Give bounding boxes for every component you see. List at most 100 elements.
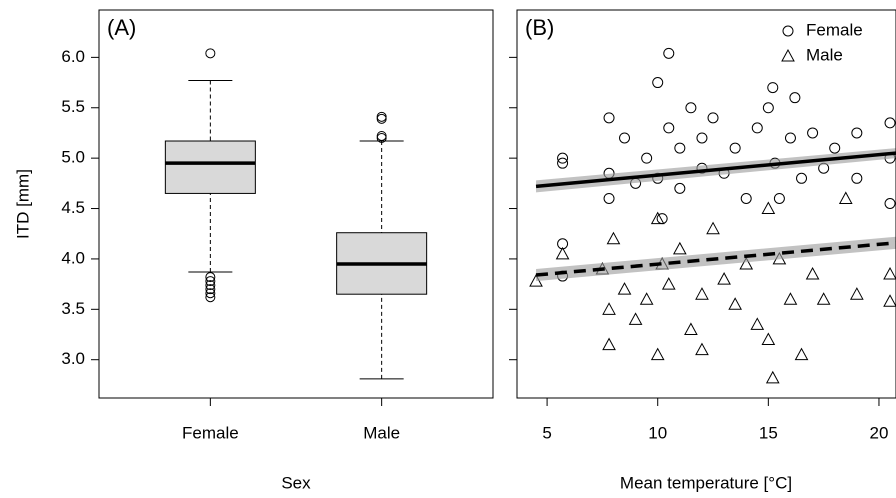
y-tick-label: 5.5 — [61, 97, 85, 116]
point — [696, 132, 708, 144]
point — [707, 112, 719, 124]
point — [555, 246, 570, 260]
point — [784, 132, 796, 144]
point — [672, 241, 687, 255]
point — [717, 272, 731, 285]
point — [663, 122, 675, 134]
x-tick-label: 15 — [759, 423, 778, 442]
legend-label: Female — [806, 20, 863, 39]
point — [740, 192, 752, 204]
point — [807, 127, 819, 139]
point — [674, 182, 686, 194]
point — [851, 172, 863, 184]
point — [606, 231, 621, 245]
outlier — [205, 284, 216, 295]
point — [603, 112, 615, 124]
point — [650, 347, 665, 361]
point — [603, 192, 615, 204]
x-tick-label: 20 — [870, 423, 889, 442]
point — [883, 294, 896, 307]
panel-b: 5 10 15 20 Female Male (B) Mean temperature [°C… — [509, 9, 896, 492]
panel-label: (B) — [525, 15, 554, 40]
point — [805, 266, 820, 280]
y-tick-label: 4.0 — [61, 248, 85, 267]
outlier — [205, 292, 216, 303]
point — [761, 201, 776, 215]
outlier — [205, 280, 216, 291]
point — [617, 282, 632, 295]
plot-area — [529, 47, 896, 384]
point — [729, 142, 741, 154]
fit-line — [535, 241, 896, 277]
point — [849, 287, 864, 300]
point — [695, 287, 709, 300]
point — [767, 82, 779, 94]
outlier — [205, 48, 216, 59]
x-tick-label: 5 — [542, 423, 551, 442]
point — [796, 172, 808, 184]
x-axis-label: Mean temperature [°C] — [620, 473, 792, 492]
point — [816, 292, 831, 305]
point — [685, 102, 697, 114]
y-tick-label: 5.0 — [61, 148, 85, 167]
plot-frame — [516, 9, 896, 399]
point — [652, 77, 664, 89]
panel-a: Female Male 3.0 3.5 4.0 4.5 5.0 5.5 6.0 ITD [mm] (… — [13, 9, 494, 492]
x-tick-label: Male — [363, 423, 400, 442]
point — [761, 332, 776, 346]
point — [762, 102, 774, 114]
point — [628, 312, 643, 325]
point — [706, 221, 720, 235]
box — [164, 140, 256, 194]
point — [739, 256, 754, 270]
y-tick-label: 4.5 — [61, 198, 85, 217]
point — [695, 342, 709, 356]
legend-marker — [782, 25, 794, 37]
y-axis-label: ITD [mm] — [13, 169, 32, 239]
y-tick-label: 6.0 — [61, 47, 85, 66]
point — [557, 157, 569, 169]
legend-label: Male — [806, 45, 843, 64]
point — [684, 322, 698, 335]
legend-marker — [781, 48, 795, 62]
point — [557, 152, 569, 164]
outlier — [376, 113, 387, 124]
point — [650, 211, 665, 225]
point — [750, 317, 765, 330]
fit-line — [535, 151, 896, 189]
point — [661, 277, 676, 290]
point — [884, 117, 896, 129]
point — [674, 142, 686, 154]
point — [829, 142, 841, 154]
point — [883, 266, 896, 280]
point — [789, 92, 801, 104]
outlier — [376, 111, 387, 122]
point — [838, 191, 853, 204]
point — [641, 152, 653, 164]
plot-frame — [98, 9, 494, 399]
outlier — [205, 272, 216, 283]
point — [728, 297, 742, 310]
point — [619, 132, 631, 144]
point — [602, 337, 616, 351]
outlier — [205, 288, 216, 299]
x-axis-label: Sex — [281, 473, 311, 492]
point — [639, 292, 654, 305]
point — [602, 302, 616, 315]
point — [765, 370, 780, 384]
point — [663, 47, 675, 59]
y-tick-label: 3.0 — [61, 349, 85, 368]
panel-label: (A) — [107, 15, 136, 40]
outlier — [376, 130, 387, 141]
point — [773, 192, 785, 204]
point — [884, 197, 896, 209]
outlier — [205, 276, 216, 287]
x-tick-label: Female — [182, 423, 239, 442]
point — [783, 292, 798, 305]
point — [794, 347, 809, 361]
point — [751, 122, 763, 134]
x-tick-label: 10 — [648, 423, 667, 442]
y-tick-label: 3.5 — [61, 299, 85, 318]
point — [851, 127, 863, 139]
